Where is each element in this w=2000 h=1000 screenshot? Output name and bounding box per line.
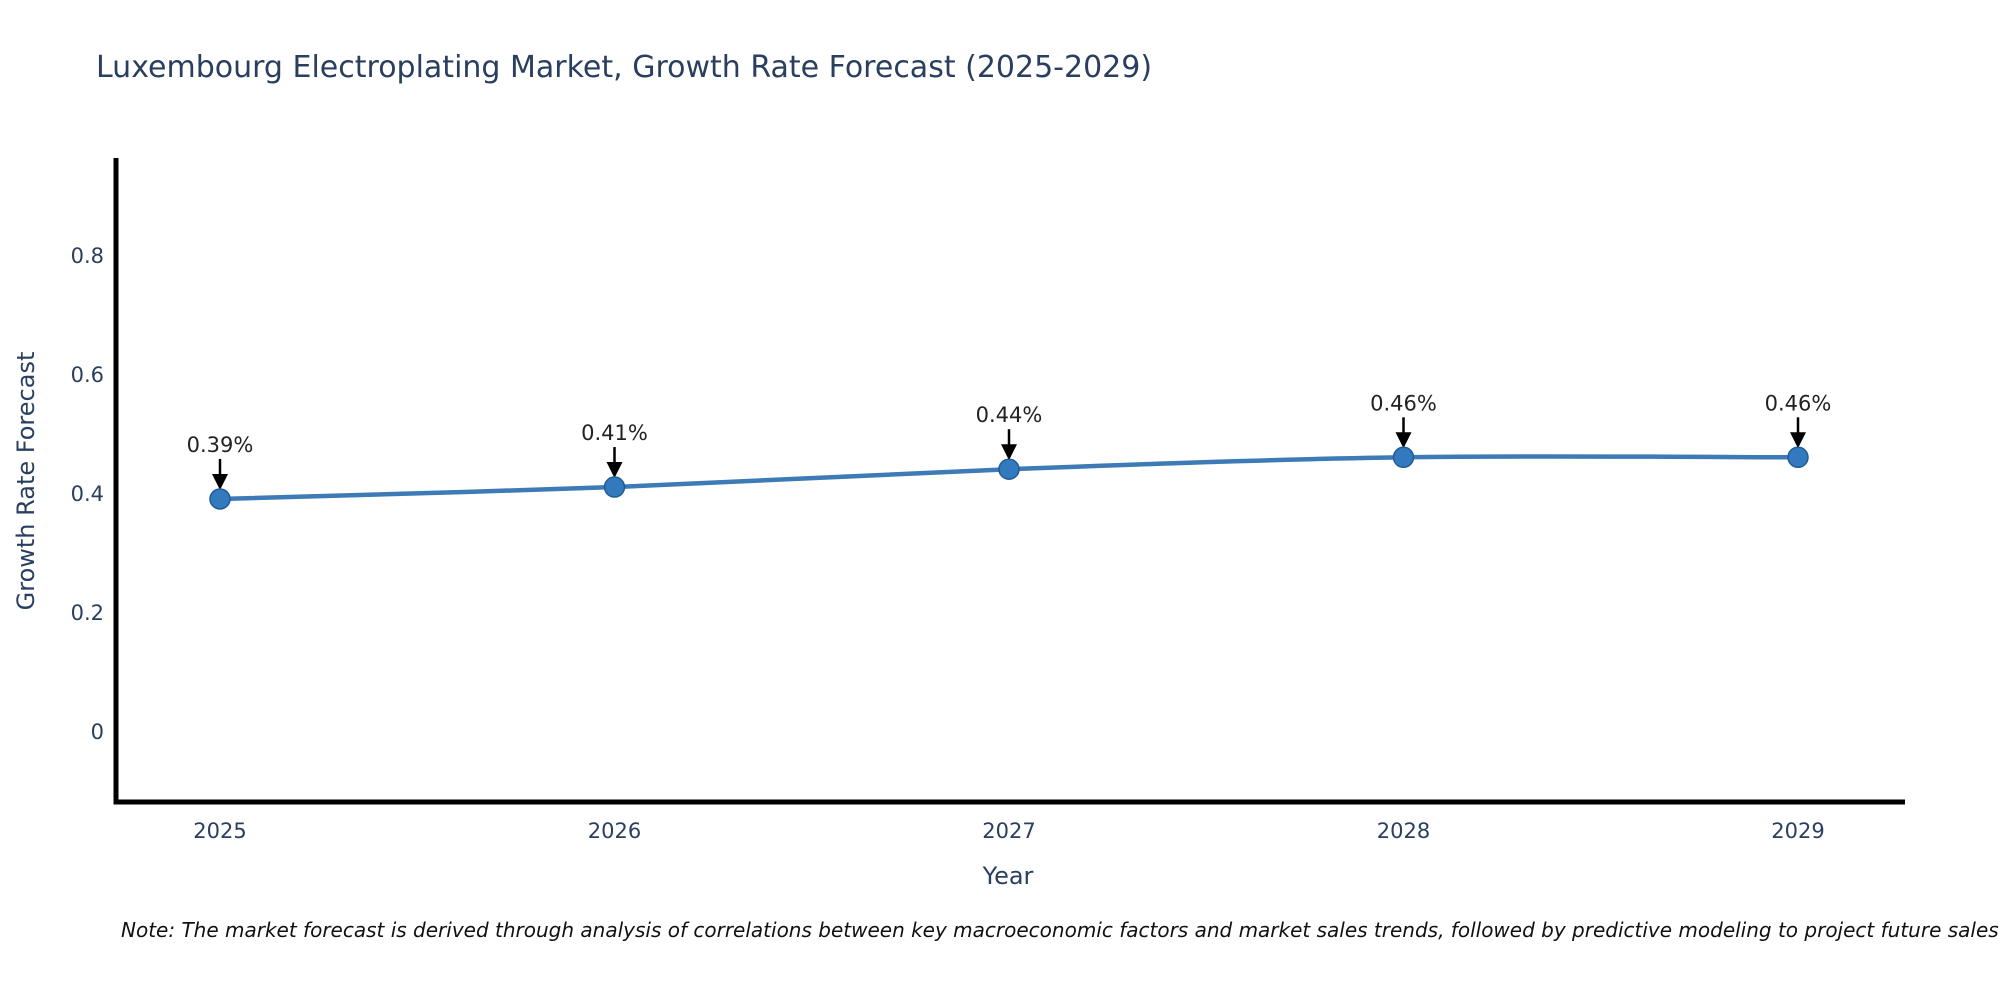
annotation-arrow-head — [212, 473, 228, 490]
y-tick-label: 0.8 — [71, 244, 104, 268]
point-value-label: 0.39% — [187, 433, 254, 457]
data-point-marker — [603, 476, 626, 498]
data-point-marker — [1787, 446, 1809, 469]
data-point-marker — [1392, 446, 1415, 469]
point-value-label: 0.41% — [581, 421, 648, 445]
x-tick-label: 2029 — [1771, 819, 1824, 843]
point-value-label: 0.46% — [1765, 391, 1832, 415]
x-tick-label: 2027 — [982, 819, 1035, 843]
x-tick-label: 2025 — [193, 819, 246, 843]
x-tick-label: 2026 — [588, 819, 641, 843]
y-tick-label: 0.2 — [71, 601, 104, 625]
plot-area: 0 0.2 0.4 0.6 0.8 2025 2026 2027 2028 2029 0.39% 0.… — [71, 158, 1905, 843]
annotation-arrow-head — [1395, 432, 1412, 449]
annotation-arrow-head — [606, 462, 623, 479]
data-point-marker — [998, 458, 1020, 480]
point-value-label: 0.44% — [976, 403, 1043, 427]
y-tick-label: 0.4 — [71, 482, 104, 506]
y-tick-label: 0.6 — [71, 363, 104, 387]
axis-spines — [113, 158, 1905, 805]
annotation-arrow-head — [1001, 444, 1017, 461]
chart-title: Luxembourg Electroplating Market, Growth… — [96, 50, 1153, 85]
x-axis-title: Year — [982, 862, 1034, 890]
y-axis-title: Growth Rate Forecast — [12, 352, 40, 611]
point-value-label: 0.46% — [1370, 391, 1437, 415]
data-point-marker — [209, 488, 231, 510]
methodology-note: Note: The market forecast is derived thr… — [121, 918, 1999, 942]
annotation-arrow-head — [1790, 432, 1806, 449]
x-tick-label: 2028 — [1377, 819, 1430, 843]
y-tick-label: 0 — [91, 720, 104, 744]
